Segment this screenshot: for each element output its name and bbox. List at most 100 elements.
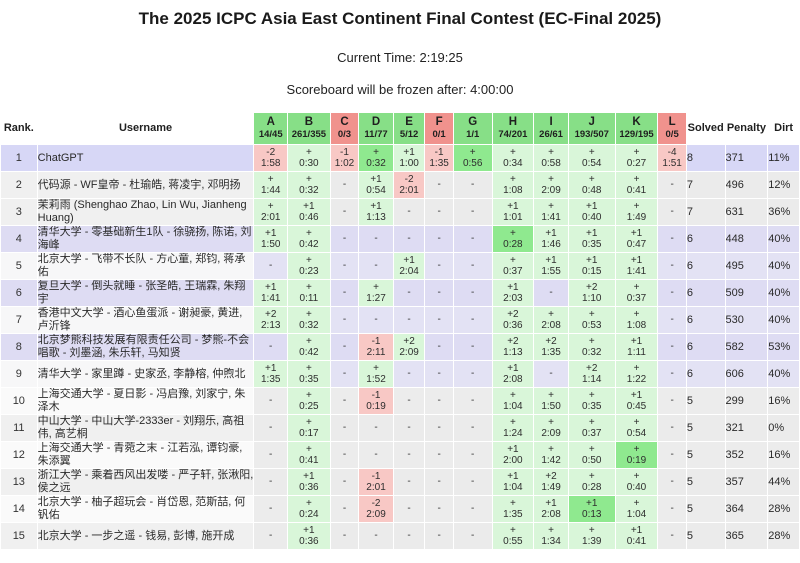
username-cell[interactable]: 北京大学 - 飞带不长队 - 方心童, 郑钧, 蒋承佑 — [36, 252, 255, 280]
attempt-count: + — [548, 200, 554, 212]
username-cell[interactable]: 浙江大学 - 乘着西风出发喽 - 严子轩, 张湫阳, 侯之远 — [36, 468, 255, 496]
dirt-cell: 0% — [767, 414, 800, 442]
username-cell[interactable]: 中山大学 - 中山大学-2333er - 刘翔乐, 高祖伟, 高艺桐 — [36, 414, 255, 442]
problem-cell-H: +2 0:36 — [491, 306, 535, 334]
problem-header-F: F 0/1 — [424, 112, 454, 145]
penalty-column-header: Penalty — [724, 112, 769, 145]
problem-cell-C: - — [329, 306, 360, 334]
username-cell[interactable]: 清华大学 - 家里蹲 - 史家丞, 李静榕, 仲煦北 — [36, 360, 255, 388]
problem-cell-D: - — [358, 414, 394, 442]
solve-time: 0:19 — [626, 455, 647, 466]
problem-cell-B: +0:24 — [287, 495, 331, 523]
solved-cell: 6 — [685, 252, 726, 280]
problem-solve-stats: 193/507 — [574, 129, 609, 141]
solved-cell: 8 — [685, 144, 726, 172]
attempt-count: +1 — [586, 200, 598, 212]
attempt-count: +1 — [586, 254, 598, 266]
problem-cell-L: - — [657, 333, 687, 361]
problem-cell-D: -2 2:09 — [358, 495, 394, 523]
problem-cell-F: - — [424, 171, 454, 199]
penalty-cell: 509 — [724, 279, 769, 307]
username-cell[interactable]: 上海交通大学 - 夏日影 - 冯启豫, 刘家宁, 朱泽木 — [36, 387, 255, 415]
problem-cell-H: +1 2:00 — [491, 441, 535, 469]
problem-cell-H: +0:28 — [491, 225, 535, 253]
attempt-count: + — [509, 173, 516, 185]
solve-time: 0:35 — [582, 239, 602, 250]
solve-time: 0:23 — [299, 266, 319, 277]
problem-cell-E: - — [392, 468, 426, 496]
problem-cell-K: +1 1:11 — [614, 333, 659, 361]
attempt-count: + — [509, 524, 516, 536]
dirt-cell: 44% — [767, 468, 800, 496]
solve-time: 1:11 — [627, 347, 646, 358]
problem-cell-I: - — [533, 360, 569, 388]
problem-solve-stats: 0/5 — [665, 129, 679, 141]
attempt-count: + — [305, 497, 312, 509]
problem-cell-L: - — [657, 522, 687, 550]
header-row: Rank. Username A 14/45 B 261/355 C 0/3 D 11/77 E 5/… — [0, 112, 800, 145]
solve-time: 2:09 — [541, 428, 561, 439]
username-cell[interactable]: 茉莉雨 (Shenghao Zhao, Lin Wu, Jianheng Hua… — [36, 198, 255, 226]
problem-cell-G: - — [452, 360, 493, 388]
rank-cell: 7 — [0, 306, 38, 334]
username-cell[interactable]: 代码源 - WF皇帝 - 杜瑜皓, 蒋凌宇, 邓明扬 — [36, 171, 255, 199]
username-column-header: Username — [36, 112, 255, 145]
problem-cell-L: - — [657, 252, 687, 280]
solved-column-header: Solved — [685, 112, 726, 145]
problem-cell-K: +0:19 — [614, 441, 659, 469]
attempt-count: +1 — [303, 524, 315, 536]
problem-cell-J: +1 0:13 — [567, 495, 616, 523]
attempt-count: + — [305, 173, 312, 185]
problem-cell-G: +0:56 — [452, 144, 493, 172]
problem-cell-I: +2:09 — [533, 171, 569, 199]
penalty-cell: 448 — [724, 225, 769, 253]
username-cell[interactable]: 北京梦熊科技发展有限责任公司 - 梦熊-不会唱歌 - 刘墨涵, 朱乐轩, 马知贤 — [36, 333, 255, 361]
problem-letter: H — [508, 115, 518, 128]
solve-time: 0:45 — [626, 401, 647, 412]
username-cell[interactable]: 北京大学 - 柚子超玩会 - 肖岱恩, 范斯喆, 何钒佑 — [36, 495, 255, 523]
problem-cell-I: +1 1:55 — [533, 252, 569, 280]
attempt-count: +1 — [403, 254, 415, 266]
problem-cell-H: +1:08 — [491, 171, 535, 199]
problem-cell-E: - — [392, 225, 426, 253]
problem-cell-K: +0:41 — [614, 171, 659, 199]
problem-cell-B: +1 0:36 — [287, 522, 331, 550]
problem-cell-G: - — [452, 333, 493, 361]
solve-time: 1:49 — [541, 482, 561, 493]
problem-cell-F: - — [424, 333, 454, 361]
rank-cell: 14 — [0, 495, 38, 523]
attempt-count: +1 — [630, 524, 643, 536]
attempt-count: +2 — [507, 335, 519, 347]
solve-time: 1:13 — [503, 347, 523, 358]
problem-cell-I: +2:09 — [533, 414, 569, 442]
attempt-count: +1 — [507, 200, 519, 212]
username-cell[interactable]: 上海交通大学 - 青菀之末 - 江若泓, 谭钧豪, 朱添翼 — [36, 441, 255, 469]
penalty-cell: 321 — [724, 414, 769, 442]
solve-time: 2:11 — [366, 347, 386, 358]
problem-cell-J: +0:53 — [567, 306, 616, 334]
problem-cell-I: +0:58 — [533, 144, 569, 172]
username-cell[interactable]: 复旦大学 - 倒头就睡 - 张圣皓, 王瑞霖, 朱翔宇 — [36, 279, 255, 307]
dirt-cell: 16% — [767, 441, 800, 469]
username-cell[interactable]: 北京大学 - 一步之遥 - 钱易, 彭博, 施开成 — [36, 522, 255, 550]
problem-solve-stats: 0/3 — [337, 129, 352, 141]
solve-time: 1:27 — [366, 293, 386, 304]
username-cell[interactable]: 香港中文大学 - 酒心鱼蛋派 - 谢昶豪, 黄进, 卢沂锋 — [36, 306, 255, 334]
problem-letter: B — [304, 115, 314, 128]
username-cell[interactable]: ChatGPT — [36, 144, 255, 172]
solved-cell: 5 — [685, 495, 726, 523]
solved-cell: 5 — [685, 468, 726, 496]
problem-cell-C: - — [329, 225, 360, 253]
username-cell[interactable]: 清华大学 - 零基础新生1队 - 徐骁扬, 陈诺, 刘海峰 — [36, 225, 255, 253]
team-row: 8 北京梦熊科技发展有限责任公司 - 梦熊-不会唱歌 - 刘墨涵, 朱乐轩, 马知… — [0, 333, 800, 361]
solve-time: 0:48 — [582, 185, 602, 196]
problem-cell-D: -1 0:19 — [358, 387, 394, 415]
problem-cell-E: - — [392, 387, 426, 415]
attempt-count: + — [548, 524, 554, 536]
solve-time: 0:47 — [626, 239, 647, 250]
rank-cell: 12 — [0, 441, 38, 469]
problem-cell-A: - — [253, 468, 289, 496]
solve-time: 1:35 — [503, 509, 523, 520]
problem-header-J: J 193/507 — [567, 112, 616, 145]
solve-time: 2:04 — [399, 266, 419, 277]
